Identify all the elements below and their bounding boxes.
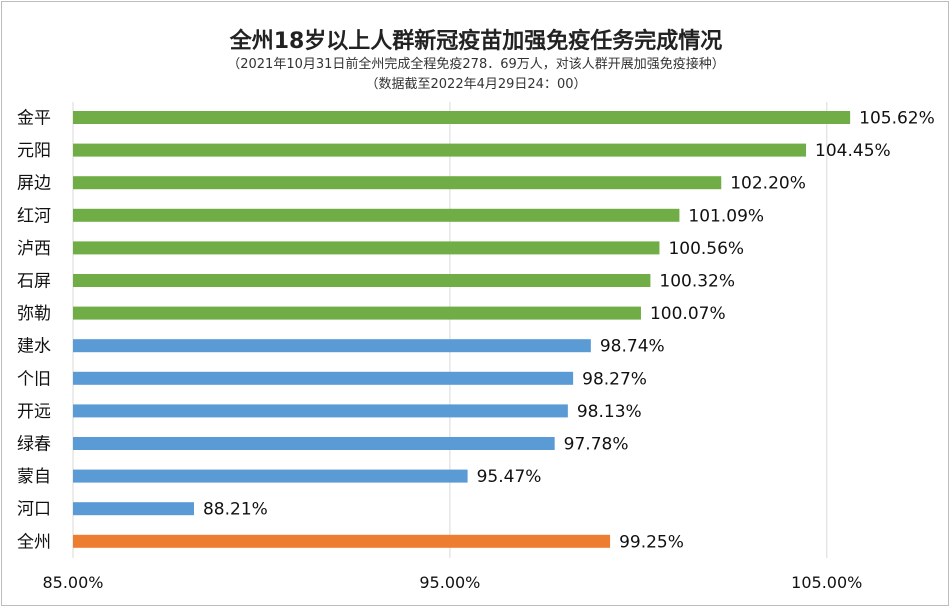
value-label-11: 95.47% <box>477 467 542 487</box>
chart-title: 全州18岁以上人群新冠疫苗加强免疫任务完成情况 <box>229 28 723 54</box>
value-label-0: 105.62% <box>859 109 935 129</box>
category-label-6: 弥勒 <box>17 304 51 324</box>
bar-12 <box>73 502 194 516</box>
category-label-5: 石屏 <box>17 272 51 292</box>
bar-2 <box>73 176 722 190</box>
bar-5 <box>73 274 651 287</box>
value-label-13: 99.25% <box>619 532 684 552</box>
category-label-1: 元阳 <box>17 141 51 161</box>
value-label-8: 98.27% <box>582 369 647 389</box>
bar-1 <box>73 143 807 157</box>
value-label-9: 98.13% <box>577 402 642 422</box>
bars <box>73 111 851 548</box>
bar-11 <box>73 469 468 483</box>
x-tick-label-2: 105.00% <box>791 573 862 592</box>
category-label-13: 全州 <box>17 532 51 552</box>
category-label-7: 建水 <box>17 337 51 357</box>
value-label-5: 100.32% <box>659 272 735 292</box>
bar-10 <box>73 437 555 450</box>
x-tick-label-0: 85.00% <box>42 573 103 592</box>
category-label-3: 红河 <box>17 206 51 226</box>
bar-4 <box>73 241 660 255</box>
value-label-3: 101.09% <box>688 206 764 226</box>
value-label-1: 104.45% <box>815 141 891 161</box>
category-label-10: 绿春 <box>17 435 51 455</box>
value-label-12: 88.21% <box>203 500 268 520</box>
gridlines <box>72 102 828 558</box>
chart-subtitle-line-1: （2021年10月31日前全州完成全程免疫278．69万人，对该人群开展加强免疫… <box>227 56 725 72</box>
bar-13 <box>73 534 611 548</box>
category-label-2: 屏边 <box>17 174 51 194</box>
category-label-4: 泸西 <box>17 239 51 259</box>
x-axis-ticks: 85.00% 95.00% 105.00% <box>42 573 862 592</box>
value-label-7: 98.74% <box>600 337 665 357</box>
bar-6 <box>73 306 641 320</box>
category-label-9: 开远 <box>17 402 51 422</box>
bar-0 <box>73 111 851 124</box>
bar-8 <box>73 371 574 385</box>
value-label-2: 102.20% <box>730 174 806 194</box>
category-label-11: 蒙自 <box>17 467 51 487</box>
category-label-0: 金平 <box>17 109 51 129</box>
bar-7 <box>73 339 591 353</box>
bar-9 <box>73 404 568 418</box>
category-label-12: 河口 <box>17 500 51 520</box>
bar-3 <box>73 208 680 222</box>
value-label-6: 100.07% <box>650 304 726 324</box>
value-label-4: 100.56% <box>668 239 744 259</box>
category-label-8: 个旧 <box>17 369 51 389</box>
chart-subtitle-line-2: （数据截至2022年4月29日24：00） <box>366 77 587 92</box>
value-label-10: 97.78% <box>564 435 629 455</box>
x-tick-label-1: 95.00% <box>419 573 480 592</box>
value-labels: 105.62% 104.45% 102.20% 101.09% 100.56% 100.3… <box>203 109 935 553</box>
